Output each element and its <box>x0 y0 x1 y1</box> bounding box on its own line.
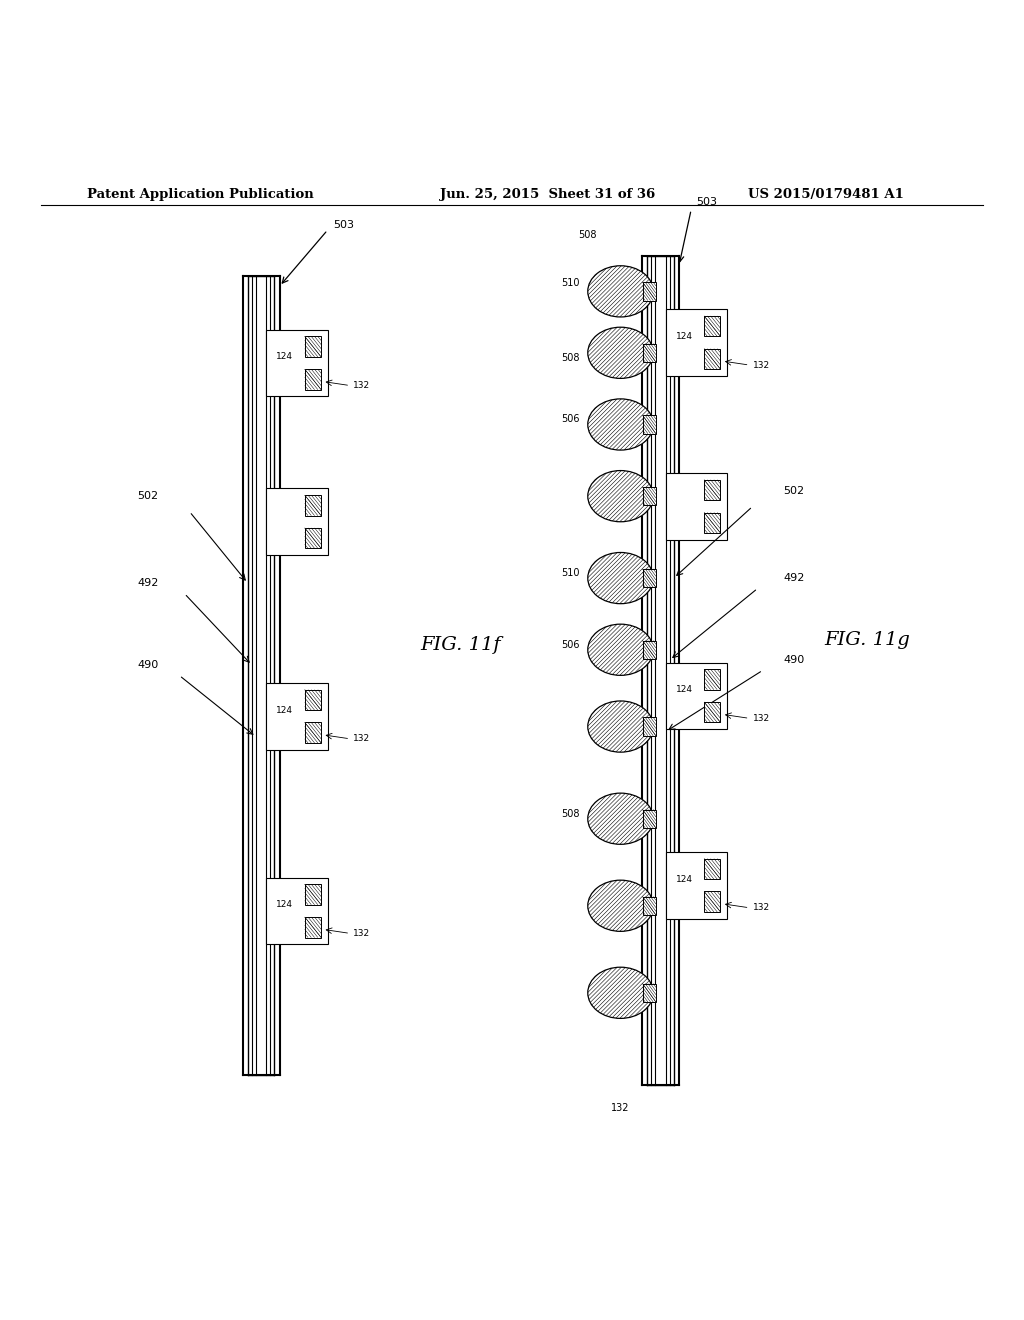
Ellipse shape <box>588 553 653 603</box>
Text: Jun. 25, 2015  Sheet 31 of 36: Jun. 25, 2015 Sheet 31 of 36 <box>440 187 655 201</box>
Bar <box>305 370 322 389</box>
Bar <box>266 878 328 944</box>
Text: FIG. 11g: FIG. 11g <box>824 631 910 648</box>
Ellipse shape <box>588 399 653 450</box>
Text: 124: 124 <box>276 352 293 362</box>
Text: 508: 508 <box>579 230 597 240</box>
Bar <box>643 896 656 915</box>
Bar <box>705 348 721 370</box>
Ellipse shape <box>588 880 653 932</box>
Bar <box>305 337 322 356</box>
Ellipse shape <box>588 399 653 450</box>
Text: 503: 503 <box>696 197 718 207</box>
Text: 506: 506 <box>561 414 580 424</box>
Bar <box>666 309 727 376</box>
Bar <box>666 473 727 540</box>
Ellipse shape <box>588 701 653 752</box>
Bar <box>705 669 721 689</box>
Text: 132: 132 <box>753 360 770 370</box>
Bar <box>643 487 656 506</box>
Ellipse shape <box>588 327 653 379</box>
Bar <box>643 640 656 659</box>
Bar <box>705 479 721 500</box>
Bar <box>666 851 727 919</box>
Text: 502: 502 <box>783 486 805 496</box>
Bar <box>705 891 721 912</box>
Bar <box>643 809 656 828</box>
Text: 508: 508 <box>561 352 580 363</box>
Text: 132: 132 <box>353 929 371 939</box>
Bar <box>643 717 656 735</box>
Text: 124: 124 <box>676 685 692 694</box>
Text: 124: 124 <box>676 875 692 883</box>
Text: 508: 508 <box>561 809 580 818</box>
Ellipse shape <box>588 470 653 521</box>
Text: 502: 502 <box>137 491 159 502</box>
Bar <box>643 416 656 434</box>
Bar <box>705 702 721 722</box>
Text: 492: 492 <box>137 578 159 589</box>
Bar <box>305 917 322 937</box>
Bar <box>643 282 656 301</box>
Text: 124: 124 <box>276 706 293 714</box>
Text: US 2015/0179481 A1: US 2015/0179481 A1 <box>748 187 903 201</box>
Text: 132: 132 <box>353 734 371 743</box>
Text: 506: 506 <box>561 640 580 649</box>
Bar <box>666 663 727 729</box>
Text: Patent Application Publication: Patent Application Publication <box>87 187 313 201</box>
Text: 503: 503 <box>333 220 354 230</box>
Bar <box>266 330 328 396</box>
Ellipse shape <box>588 624 653 676</box>
Text: 132: 132 <box>611 1104 630 1113</box>
Ellipse shape <box>588 968 653 1019</box>
Ellipse shape <box>588 793 653 845</box>
Bar <box>643 343 656 362</box>
Text: 132: 132 <box>353 381 371 391</box>
Bar <box>305 528 322 548</box>
Text: FIG. 11f: FIG. 11f <box>420 636 501 653</box>
Text: 510: 510 <box>561 568 580 578</box>
Ellipse shape <box>588 265 653 317</box>
Bar <box>266 682 328 750</box>
Text: 492: 492 <box>783 573 805 583</box>
Text: 490: 490 <box>137 660 159 671</box>
Bar <box>305 722 322 743</box>
Bar <box>305 689 322 710</box>
Ellipse shape <box>588 265 653 317</box>
Bar <box>305 884 322 904</box>
Ellipse shape <box>588 553 653 603</box>
Bar <box>305 495 322 516</box>
Ellipse shape <box>588 880 653 932</box>
Bar <box>705 315 721 337</box>
Ellipse shape <box>588 624 653 676</box>
Text: 490: 490 <box>783 655 805 665</box>
Bar <box>705 858 721 879</box>
Text: 132: 132 <box>753 714 770 723</box>
Ellipse shape <box>588 968 653 1019</box>
Text: 510: 510 <box>561 279 580 288</box>
Ellipse shape <box>588 470 653 521</box>
Ellipse shape <box>588 327 653 379</box>
Bar <box>705 512 721 533</box>
Ellipse shape <box>588 701 653 752</box>
Text: 132: 132 <box>753 903 770 912</box>
Bar <box>266 488 328 554</box>
Bar <box>643 983 656 1002</box>
Text: 124: 124 <box>676 331 692 341</box>
Bar <box>643 569 656 587</box>
Ellipse shape <box>588 793 653 845</box>
Text: 124: 124 <box>276 900 293 909</box>
